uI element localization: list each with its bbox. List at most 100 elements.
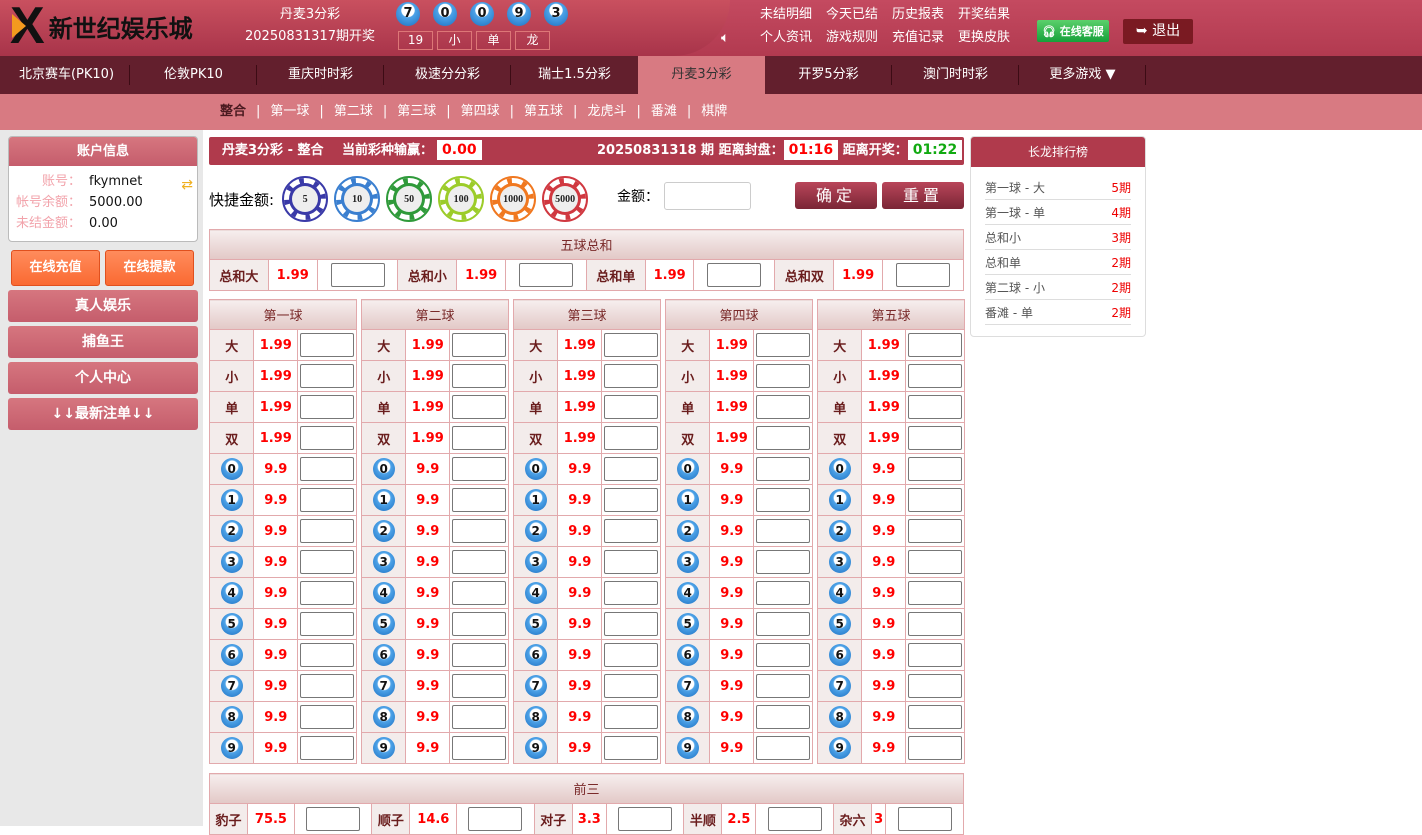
bet-input[interactable] bbox=[756, 550, 811, 574]
reset-button[interactable]: 重置 bbox=[882, 182, 964, 209]
bet-input[interactable] bbox=[452, 519, 507, 543]
bet-input[interactable] bbox=[300, 519, 355, 543]
nav-tab[interactable]: 丹麦3分彩 bbox=[638, 56, 765, 94]
amount-input[interactable] bbox=[664, 182, 751, 210]
sidebar-menu-button[interactable]: 个人中心 bbox=[8, 362, 198, 394]
bet-input[interactable] bbox=[604, 705, 659, 729]
bet-input[interactable] bbox=[452, 488, 507, 512]
bet-input[interactable] bbox=[452, 457, 507, 481]
online-service-button[interactable]: 🎧︎ 在线客服 bbox=[1037, 20, 1109, 42]
bet-input[interactable] bbox=[452, 333, 507, 357]
withdraw-button[interactable]: 在线提款 bbox=[105, 250, 194, 286]
bet-input[interactable] bbox=[707, 263, 762, 287]
header-link[interactable]: 未结明细 bbox=[760, 7, 813, 22]
bet-input[interactable] bbox=[756, 333, 811, 357]
bet-input[interactable] bbox=[604, 395, 659, 419]
subnav-tab[interactable]: 第四球 bbox=[460, 104, 500, 119]
sidebar-menu-button[interactable]: 真人娱乐 bbox=[8, 290, 198, 322]
bet-input[interactable] bbox=[300, 674, 355, 698]
bet-input[interactable] bbox=[908, 364, 963, 388]
bet-input[interactable] bbox=[452, 395, 507, 419]
bet-input[interactable] bbox=[300, 581, 355, 605]
bet-input[interactable] bbox=[452, 736, 507, 760]
bet-input[interactable] bbox=[908, 519, 963, 543]
header-link[interactable]: 个人资讯 bbox=[760, 30, 813, 45]
bet-input[interactable] bbox=[756, 674, 811, 698]
bet-input[interactable] bbox=[452, 643, 507, 667]
header-link[interactable]: 更换皮肤 bbox=[958, 30, 1011, 45]
bet-input[interactable] bbox=[767, 807, 822, 831]
bet-input[interactable] bbox=[452, 426, 507, 450]
bet-input[interactable] bbox=[452, 612, 507, 636]
chip-5000[interactable]: 5000 bbox=[542, 176, 589, 222]
bet-input[interactable] bbox=[908, 705, 963, 729]
nav-tab[interactable]: 澳门时时彩 bbox=[892, 56, 1019, 94]
subnav-tab[interactable]: 整合 bbox=[220, 104, 247, 119]
bet-input[interactable] bbox=[756, 705, 811, 729]
bet-input[interactable] bbox=[604, 364, 659, 388]
bet-input[interactable] bbox=[330, 263, 385, 287]
bet-input[interactable] bbox=[756, 519, 811, 543]
speaker-icon[interactable]: 🔈︎ bbox=[721, 30, 730, 46]
bet-input[interactable] bbox=[300, 550, 355, 574]
header-link[interactable]: 今天已结 bbox=[826, 7, 879, 22]
deposit-button[interactable]: 在线充值 bbox=[11, 250, 100, 286]
bet-input[interactable] bbox=[604, 736, 659, 760]
bet-input[interactable] bbox=[468, 807, 523, 831]
bet-input[interactable] bbox=[300, 395, 355, 419]
bet-input[interactable] bbox=[756, 364, 811, 388]
chip-10[interactable]: 10 bbox=[334, 176, 381, 222]
bet-input[interactable] bbox=[604, 643, 659, 667]
bet-input[interactable] bbox=[452, 705, 507, 729]
header-link[interactable]: 开奖结果 bbox=[958, 7, 1011, 22]
subnav-tab[interactable]: 第五球 bbox=[524, 104, 564, 119]
bet-input[interactable] bbox=[897, 807, 952, 831]
bet-input[interactable] bbox=[756, 581, 811, 605]
bet-input[interactable] bbox=[300, 364, 355, 388]
bet-input[interactable] bbox=[300, 457, 355, 481]
sidebar-menu-button[interactable]: ↓↓最新注单↓↓ bbox=[8, 398, 198, 430]
bet-input[interactable] bbox=[908, 612, 963, 636]
bet-input[interactable] bbox=[604, 457, 659, 481]
bet-input[interactable] bbox=[604, 612, 659, 636]
bet-input[interactable] bbox=[300, 426, 355, 450]
subnav-tab[interactable]: 第二球 bbox=[333, 104, 373, 119]
chip-5[interactable]: 5 bbox=[282, 176, 329, 222]
nav-tab[interactable]: 开罗5分彩 bbox=[765, 56, 892, 94]
subnav-tab[interactable]: 第一球 bbox=[270, 104, 310, 119]
nav-tab[interactable]: 伦敦PK10 bbox=[130, 56, 257, 94]
bet-input[interactable] bbox=[756, 736, 811, 760]
bet-input[interactable] bbox=[908, 333, 963, 357]
bet-input[interactable] bbox=[908, 426, 963, 450]
bet-input[interactable] bbox=[908, 736, 963, 760]
logo[interactable]: X 新世纪娱乐城 bbox=[10, 0, 193, 52]
bet-input[interactable] bbox=[756, 426, 811, 450]
bet-input[interactable] bbox=[908, 488, 963, 512]
bet-input[interactable] bbox=[300, 612, 355, 636]
bet-input[interactable] bbox=[908, 457, 963, 481]
subnav-tab[interactable]: 第三球 bbox=[397, 104, 437, 119]
bet-input[interactable] bbox=[604, 674, 659, 698]
bet-input[interactable] bbox=[908, 674, 963, 698]
bet-input[interactable] bbox=[452, 674, 507, 698]
sidebar-menu-button[interactable]: 捕鱼王 bbox=[8, 326, 198, 358]
bet-input[interactable] bbox=[300, 705, 355, 729]
bet-input[interactable] bbox=[300, 736, 355, 760]
bet-input[interactable] bbox=[604, 426, 659, 450]
bet-input[interactable] bbox=[452, 550, 507, 574]
bet-input[interactable] bbox=[895, 263, 950, 287]
bet-input[interactable] bbox=[756, 395, 811, 419]
nav-tab[interactable]: 更多游戏 ▼ bbox=[1019, 56, 1146, 94]
subnav-tab[interactable]: 龙虎斗 bbox=[587, 104, 627, 119]
bet-input[interactable] bbox=[300, 643, 355, 667]
nav-tab[interactable]: 极速分分彩 bbox=[384, 56, 511, 94]
bet-input[interactable] bbox=[604, 581, 659, 605]
bet-input[interactable] bbox=[618, 807, 673, 831]
bet-input[interactable] bbox=[908, 550, 963, 574]
bet-input[interactable] bbox=[756, 488, 811, 512]
header-link[interactable]: 游戏规则 bbox=[826, 30, 879, 45]
bet-input[interactable] bbox=[756, 457, 811, 481]
bet-input[interactable] bbox=[908, 395, 963, 419]
bet-input[interactable] bbox=[908, 581, 963, 605]
bet-input[interactable] bbox=[452, 364, 507, 388]
